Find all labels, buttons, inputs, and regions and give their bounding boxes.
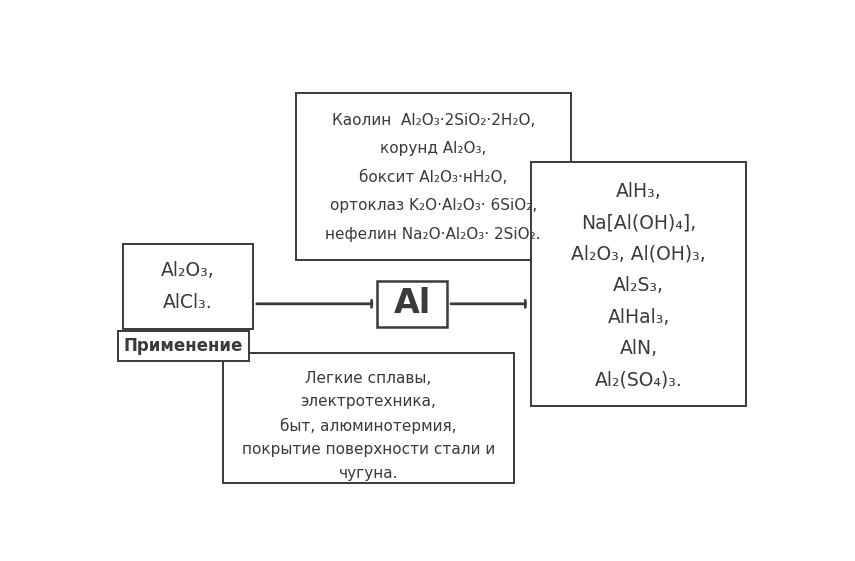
Text: Al₂S₃,: Al₂S₃, xyxy=(613,277,664,296)
Text: Применение: Применение xyxy=(124,337,243,355)
FancyBboxPatch shape xyxy=(223,353,515,483)
Text: AlN,: AlN, xyxy=(620,339,657,358)
FancyBboxPatch shape xyxy=(377,281,447,327)
Text: Al₂O₃,: Al₂O₃, xyxy=(162,261,215,280)
Text: AlHal₃,: AlHal₃, xyxy=(607,308,669,327)
Text: Na[Al(OH)₄],: Na[Al(OH)₄], xyxy=(581,213,696,232)
FancyBboxPatch shape xyxy=(531,162,746,406)
Text: Al₂(SO₄)₃.: Al₂(SO₄)₃. xyxy=(595,371,682,390)
FancyBboxPatch shape xyxy=(296,93,571,260)
Text: Каолин  Al₂O₃·2SiO₂·2H₂O,: Каолин Al₂O₃·2SiO₂·2H₂O, xyxy=(332,113,535,128)
Text: быт, алюминотермия,: быт, алюминотермия, xyxy=(280,418,457,434)
Text: чугуна.: чугуна. xyxy=(339,466,398,481)
Text: Al: Al xyxy=(393,287,431,320)
Text: электротехника,: электротехника, xyxy=(301,394,437,410)
Text: AlCl₃.: AlCl₃. xyxy=(163,293,213,312)
Text: боксит Al₂O₃·нH₂O,: боксит Al₂O₃·нH₂O, xyxy=(359,169,507,185)
FancyBboxPatch shape xyxy=(123,245,253,329)
Text: нефелин Na₂O·Al₂O₃· 2SiO₂.: нефелин Na₂O·Al₂O₃· 2SiO₂. xyxy=(326,227,541,242)
Text: Al₂O₃, Al(OH)₃,: Al₂O₃, Al(OH)₃, xyxy=(571,245,706,264)
Text: Легкие сплавы,: Легкие сплавы, xyxy=(305,371,432,385)
Text: корунд Al₂O₃,: корунд Al₂O₃, xyxy=(380,141,486,156)
Text: покрытие поверхности стали и: покрытие поверхности стали и xyxy=(242,442,495,457)
Text: ортоклаз K₂O·Al₂O₃· 6SiO₂,: ортоклаз K₂O·Al₂O₃· 6SiO₂, xyxy=(329,198,537,213)
Text: AlH₃,: AlH₃, xyxy=(616,182,662,201)
